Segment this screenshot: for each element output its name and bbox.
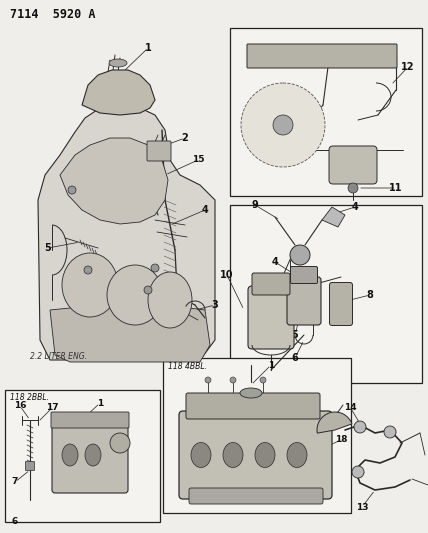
Text: 13: 13 (356, 503, 368, 512)
FancyBboxPatch shape (330, 282, 353, 326)
Ellipse shape (240, 388, 262, 398)
Text: 118 4BBL.: 118 4BBL. (168, 362, 207, 371)
Text: 1: 1 (97, 399, 103, 408)
Circle shape (68, 186, 76, 194)
Text: 17: 17 (46, 403, 58, 413)
Circle shape (230, 377, 236, 383)
FancyBboxPatch shape (51, 412, 129, 428)
Text: 5: 5 (291, 330, 298, 340)
Wedge shape (317, 412, 352, 433)
Text: 18: 18 (335, 435, 347, 445)
Text: 12: 12 (401, 62, 415, 72)
Text: 1: 1 (268, 360, 274, 369)
Ellipse shape (62, 253, 118, 317)
Polygon shape (60, 138, 168, 224)
Ellipse shape (107, 265, 163, 325)
FancyBboxPatch shape (179, 411, 332, 499)
Circle shape (384, 426, 396, 438)
Text: 2: 2 (181, 133, 188, 143)
Circle shape (151, 264, 159, 272)
Circle shape (205, 377, 211, 383)
Polygon shape (322, 207, 345, 227)
Text: 6: 6 (291, 353, 298, 363)
Text: 15: 15 (192, 156, 204, 165)
Ellipse shape (148, 272, 192, 328)
Ellipse shape (287, 442, 307, 467)
Polygon shape (38, 105, 215, 360)
FancyBboxPatch shape (186, 393, 320, 419)
Text: 9: 9 (252, 200, 259, 210)
FancyBboxPatch shape (52, 422, 128, 493)
Text: 8: 8 (366, 290, 374, 300)
Bar (163, 358, 351, 513)
Text: 118 2BBL.: 118 2BBL. (10, 393, 49, 402)
Bar (230, 28, 422, 196)
Bar (230, 205, 422, 383)
FancyBboxPatch shape (26, 462, 35, 471)
FancyBboxPatch shape (248, 286, 294, 349)
Text: 1: 1 (145, 43, 152, 53)
Circle shape (273, 115, 293, 135)
Circle shape (352, 466, 364, 478)
FancyBboxPatch shape (287, 277, 321, 325)
Circle shape (348, 183, 358, 193)
Polygon shape (82, 70, 155, 115)
Text: 7114  5920 A: 7114 5920 A (10, 8, 95, 21)
Circle shape (110, 433, 130, 453)
FancyBboxPatch shape (247, 44, 397, 68)
Circle shape (354, 421, 366, 433)
Text: 6: 6 (12, 517, 18, 526)
FancyBboxPatch shape (329, 146, 377, 184)
Ellipse shape (62, 444, 78, 466)
FancyBboxPatch shape (147, 141, 171, 161)
Circle shape (144, 286, 152, 294)
FancyBboxPatch shape (252, 273, 290, 295)
Text: 11: 11 (389, 183, 403, 193)
Ellipse shape (109, 59, 127, 67)
Ellipse shape (223, 442, 243, 467)
Text: 3: 3 (211, 300, 218, 310)
Ellipse shape (85, 444, 101, 466)
Bar (5, 390, 160, 522)
Circle shape (290, 245, 310, 265)
Text: 4: 4 (272, 257, 278, 267)
Circle shape (241, 83, 325, 167)
Text: 5: 5 (45, 243, 51, 253)
FancyBboxPatch shape (291, 266, 318, 284)
Text: 4: 4 (202, 205, 208, 215)
Circle shape (260, 377, 266, 383)
Text: 19: 19 (182, 427, 194, 437)
Text: 14: 14 (344, 402, 357, 411)
Text: 10: 10 (220, 270, 234, 280)
FancyBboxPatch shape (189, 488, 323, 504)
Text: 16: 16 (14, 401, 26, 410)
Text: 4: 4 (352, 202, 358, 212)
Text: 7: 7 (12, 478, 18, 487)
Ellipse shape (255, 442, 275, 467)
Text: 2.2 LITER ENG.: 2.2 LITER ENG. (30, 352, 87, 361)
Polygon shape (50, 305, 210, 362)
Circle shape (84, 266, 92, 274)
Ellipse shape (191, 442, 211, 467)
